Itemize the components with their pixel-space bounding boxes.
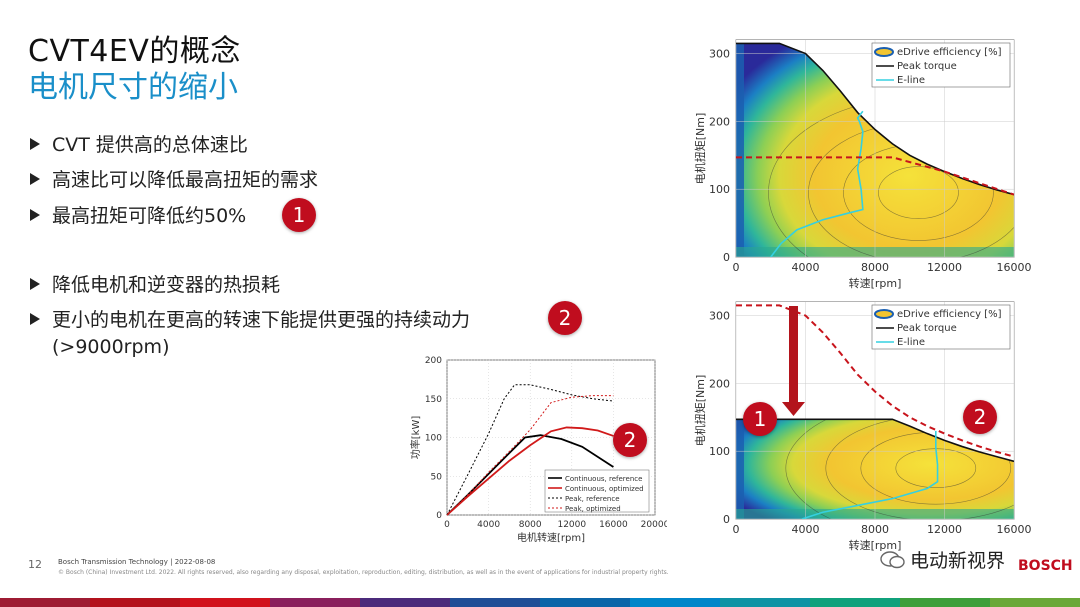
e-line — [801, 430, 939, 519]
power-series-line — [446, 395, 614, 516]
legend-label: Peak, optimized — [565, 505, 621, 513]
footer-company: Bosch Transmission Technology | 2022-08-… — [58, 558, 216, 566]
y-tick-label: 200 — [709, 377, 730, 390]
bullet-text: 更小的电机在更高的转速下能提供更强的持续动力 — [52, 309, 471, 331]
map-legend: eDrive efficiency [%] Peak torque E-line — [871, 42, 1011, 88]
y-tick-label: 300 — [709, 310, 730, 323]
page-number: 12 — [28, 558, 42, 571]
y-tick-label: 50 — [431, 472, 443, 482]
wechat-icon — [880, 550, 906, 570]
torque-reduction-arrow-icon — [782, 306, 805, 416]
low-efficiency-band — [736, 40, 744, 257]
legend-label: Peak torque — [897, 323, 957, 334]
x-tick-label: 20000 — [641, 520, 667, 530]
x-tick-label: 12000 — [557, 520, 586, 530]
legend-box — [544, 469, 650, 513]
power-series-line — [446, 434, 614, 516]
efficiency-map-optimized: 0 4000 8000 12000 16000 0 100 200 300 转速[rpm] 电机扭矩… — [693, 301, 1032, 552]
y-axis-label: 电机扭矩[Nm] — [693, 375, 707, 447]
bullet-text: CVT 提供高的总体速比 — [52, 134, 248, 156]
legend-label: E-line — [897, 337, 925, 348]
x-tick-label: 16000 — [997, 261, 1032, 274]
legend-label: E-line — [897, 75, 925, 86]
x-tick-label: 16000 — [997, 523, 1032, 536]
bullet-continuation: (>9000rpm) — [52, 336, 170, 358]
peak-torque-line — [736, 418, 1014, 463]
map-badge-2: 2 — [963, 400, 997, 434]
bullet-text: 高速比可以降低最高扭矩的需求 — [52, 169, 319, 191]
legend-label: eDrive efficiency [%] — [897, 309, 1002, 320]
legend-box — [871, 42, 1011, 88]
x-tick-label: 0 — [733, 523, 740, 536]
torque-limit-dashed-line — [736, 156, 1014, 196]
y-tick-label: 100 — [709, 445, 730, 458]
y-tick-label: 300 — [709, 48, 730, 61]
watermark: 电动新视界 — [880, 546, 1005, 573]
x-tick-label: 4000 — [477, 520, 500, 530]
x-tick-label: 0 — [733, 261, 740, 274]
bullet-triangle-icon — [30, 277, 40, 290]
efficiency-legend-icon — [874, 309, 894, 319]
power-chart: 0 4000 8000 12000 16000 20000 0 50 100 150 200 电机转速… — [409, 356, 667, 544]
bullet-item: CVT 提供高的总体速比 — [30, 130, 248, 157]
x-tick-label: 8000 — [861, 261, 889, 274]
legend-box — [871, 304, 1011, 350]
x-tick-label: 4000 — [792, 523, 820, 536]
power-legend: Continuous, reference Continuous, optimiz… — [544, 469, 650, 513]
x-axis-label: 电机转速[rpm] — [517, 531, 585, 544]
efficiency-map-reference: 0 4000 8000 12000 16000 0 100 200 300 转速[rpm] 电机扭矩… — [693, 39, 1032, 290]
y-tick-label: 0 — [436, 511, 442, 521]
legend-label: Continuous, reference — [565, 475, 642, 483]
legend-label: Peak, reference — [565, 495, 620, 503]
x-tick-label: 0 — [444, 520, 450, 530]
e-line — [770, 110, 864, 257]
bullet-item: 降低电机和逆变器的热损耗 — [30, 270, 280, 297]
legend-label: Continuous, optimized — [565, 485, 644, 493]
callout-badge-2: 2 — [548, 301, 582, 335]
bullet-triangle-icon — [30, 172, 40, 185]
y-tick-label: 200 — [709, 115, 730, 128]
y-tick-label: 200 — [425, 356, 442, 366]
y-tick-label: 100 — [709, 183, 730, 196]
bullet-triangle-icon — [30, 137, 40, 150]
bullet-text: 最高扭矩可降低约50% — [52, 205, 247, 227]
power-series-line — [446, 384, 614, 516]
x-tick-label: 4000 — [792, 261, 820, 274]
power-series-line — [446, 426, 614, 516]
y-tick-label: 0 — [723, 513, 730, 526]
legend-label: eDrive efficiency [%] — [897, 47, 1002, 58]
brand-color-stripe — [0, 598, 1080, 607]
peak-torque-line — [736, 42, 1014, 196]
bullet-item: 高速比可以降低最高扭矩的需求 — [30, 165, 318, 192]
y-tick-label: 150 — [425, 395, 442, 405]
x-tick-label: 16000 — [599, 520, 628, 530]
bosch-logo: BOSCH — [1018, 558, 1073, 574]
legend-label: Peak torque — [897, 61, 957, 72]
efficiency-legend-icon — [874, 47, 894, 57]
map-badge-1: 1 — [743, 402, 777, 436]
x-tick-label: 12000 — [927, 523, 962, 536]
y-tick-label: 0 — [723, 251, 730, 264]
y-axis-label: 电机扭矩[Nm] — [693, 113, 707, 185]
x-tick-label: 8000 — [519, 520, 542, 530]
bullet-triangle-icon — [30, 208, 40, 221]
callout-badge-1: 1 — [282, 198, 316, 232]
x-tick-label: 8000 — [861, 523, 889, 536]
power-chart-badge-2: 2 — [613, 423, 647, 457]
slide-subtitle: 电机尺寸的缩小 — [28, 70, 238, 105]
watermark-text: 电动新视界 — [910, 550, 1006, 572]
footer-copyright: © Bosch (China) Investment Ltd. 2022. Al… — [58, 569, 669, 576]
y-axis-label: 功率[kW] — [409, 416, 422, 460]
bullet-text: 降低电机和逆变器的热损耗 — [52, 274, 281, 296]
x-axis-label: 转速[rpm] — [849, 538, 902, 552]
x-tick-label: 12000 — [927, 261, 962, 274]
slide-title: CVT4EV的概念 — [28, 34, 241, 69]
y-tick-label: 100 — [425, 434, 442, 444]
map-legend: eDrive efficiency [%] Peak torque E-line — [871, 304, 1011, 350]
bullet-triangle-icon — [30, 312, 40, 325]
bullet-item: 更小的电机在更高的转速下能提供更强的持续动力 — [30, 305, 470, 332]
efficiency-contour — [878, 166, 959, 219]
bullet-item: 最高扭矩可降低约50% — [30, 201, 246, 228]
x-axis-label: 转速[rpm] — [849, 276, 902, 290]
